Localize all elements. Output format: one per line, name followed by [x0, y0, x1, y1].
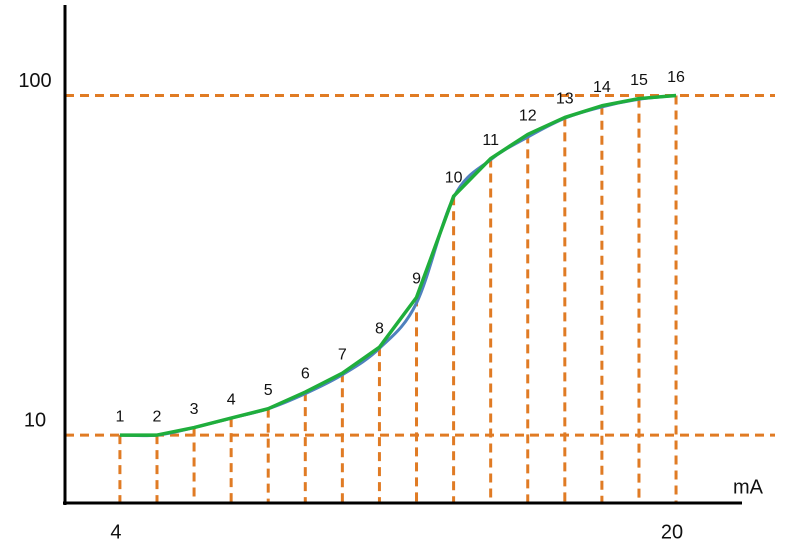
point-label: 5: [264, 382, 273, 399]
y-tick-label: 100: [18, 70, 51, 92]
x-tick-label: 4: [110, 521, 121, 543]
point-label: 16: [667, 69, 685, 86]
guides: [65, 94, 775, 503]
x-axis-label: mA: [733, 476, 764, 498]
point-label: 11: [482, 132, 499, 149]
point-label: 7: [338, 346, 347, 363]
point-label: 6: [301, 365, 310, 382]
x-tick-label: 20: [661, 521, 683, 543]
point-label: 10: [445, 169, 463, 186]
y-tick-label: 10: [24, 409, 46, 431]
point-label: 12: [519, 108, 537, 125]
series-line: [119, 93, 677, 437]
point-label: 8: [375, 320, 384, 337]
point-label: 14: [593, 79, 611, 96]
point-label: 4: [227, 391, 236, 408]
point-label: 9: [412, 271, 421, 288]
plot: [119, 93, 677, 438]
point-label: 3: [190, 401, 199, 418]
series-line: [119, 94, 677, 438]
point-label: 13: [556, 91, 574, 108]
point-label: 1: [115, 408, 124, 425]
point-label: 15: [630, 72, 648, 89]
point-label: 2: [153, 408, 162, 425]
